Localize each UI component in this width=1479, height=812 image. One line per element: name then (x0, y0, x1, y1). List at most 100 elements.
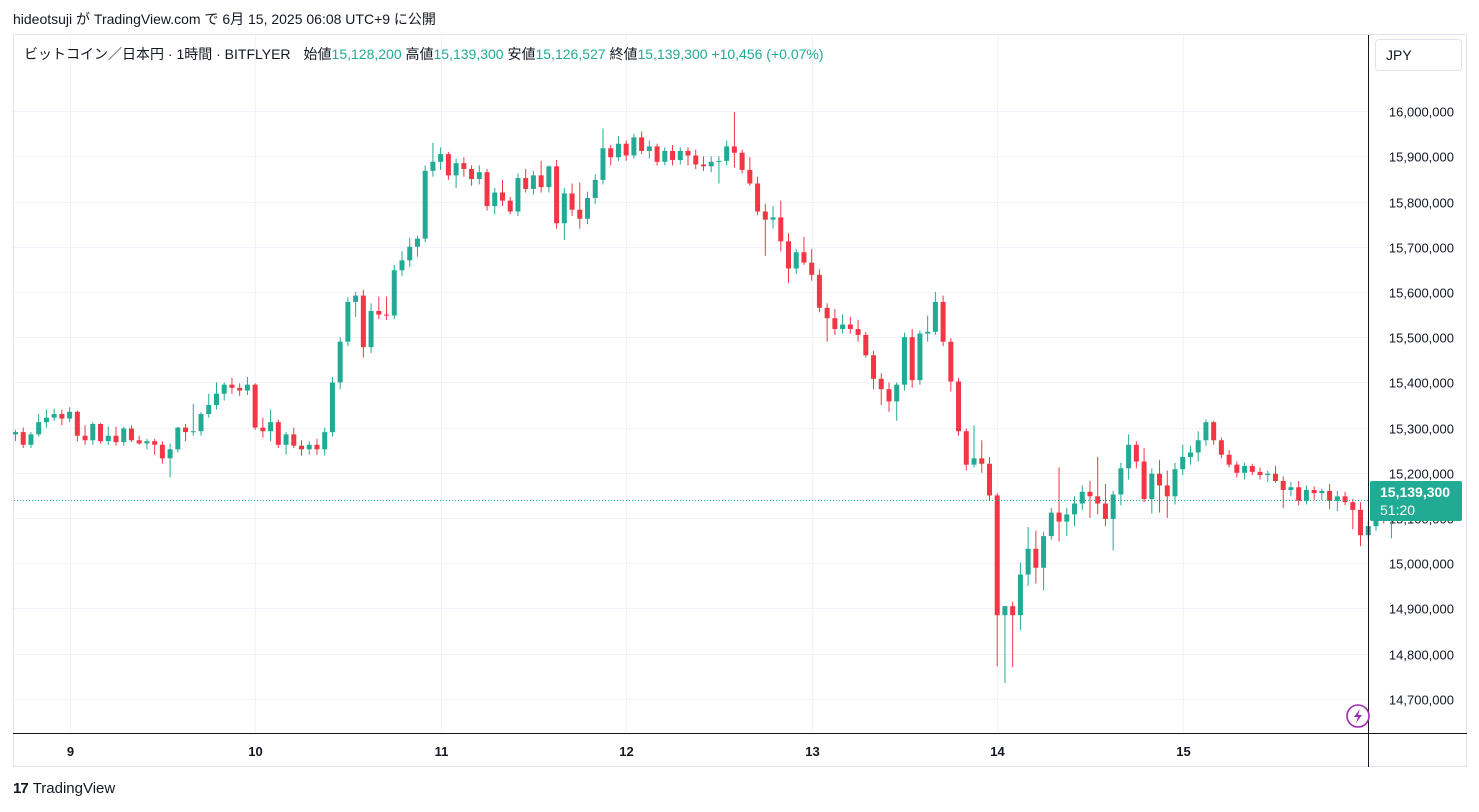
candle-body (476, 172, 482, 179)
currency-button[interactable]: JPY (1375, 39, 1462, 71)
candle-body (1056, 512, 1062, 522)
candle-body (1288, 487, 1294, 490)
candle-body (314, 444, 320, 450)
candle (1358, 502, 1364, 547)
price-tick-label: 15,500,000 (1389, 331, 1454, 346)
candle (755, 176, 761, 216)
chart-frame[interactable] (13, 34, 1467, 767)
candle-body (561, 193, 567, 224)
candle (1072, 496, 1078, 527)
candle-body (51, 414, 57, 418)
candle (739, 149, 745, 174)
candle-body (28, 434, 34, 445)
candle-body (67, 411, 73, 419)
candle-body (36, 422, 42, 435)
candle (414, 235, 420, 257)
candle-body (685, 150, 691, 156)
candle (824, 303, 830, 342)
candle (469, 165, 475, 186)
candle-body (1280, 480, 1286, 490)
candle (445, 151, 451, 180)
candle-body (824, 307, 830, 319)
candle (1064, 508, 1070, 537)
candle (979, 440, 985, 473)
candle (986, 456, 992, 501)
candle-body (909, 337, 915, 381)
candle-body (994, 495, 1000, 616)
candle-body (1226, 454, 1232, 465)
candle-body (1149, 473, 1155, 500)
candle-body (948, 341, 954, 382)
candle (654, 143, 660, 166)
candle (391, 264, 397, 320)
candle-body (121, 428, 127, 443)
candle (190, 404, 196, 436)
candle (1110, 490, 1116, 551)
candle (615, 136, 621, 161)
candle (809, 249, 815, 281)
candle-body (1172, 469, 1178, 497)
candle-body (445, 154, 451, 176)
candle (994, 493, 1000, 667)
candle (956, 377, 962, 436)
candle-body (1118, 468, 1124, 495)
candle (1288, 481, 1294, 497)
tradingview-logo[interactable]: 17 TradingView (13, 780, 115, 797)
chart-legend: ビットコイン／日本円 · 1時間 · BITFLYER 始値15,128,200 … (24, 44, 824, 64)
candle-body (1327, 490, 1333, 501)
candle (855, 320, 861, 342)
candle-body (569, 193, 575, 210)
candle-body (237, 387, 243, 391)
candle (608, 145, 614, 166)
candle (886, 382, 892, 412)
candle-body (283, 434, 289, 445)
candle (376, 296, 382, 320)
candle-body (1126, 444, 1132, 469)
candle-body (1002, 606, 1008, 616)
legend-symbol[interactable]: ビットコイン／日本円 · 1時間 · BITFLYER (24, 46, 291, 62)
candle-body (762, 211, 768, 220)
candle-body (175, 427, 181, 450)
candle-body (1342, 496, 1348, 503)
candle-body (1072, 503, 1078, 515)
candle-body (847, 324, 853, 330)
candle (786, 233, 791, 283)
candle (1265, 470, 1271, 482)
candle (175, 426, 181, 453)
candle-body (585, 197, 591, 219)
candle-body (662, 150, 668, 162)
candle (167, 443, 173, 478)
candle (252, 383, 258, 430)
candle (646, 140, 652, 159)
candle-body (700, 164, 706, 167)
candle (662, 147, 668, 166)
candle (329, 376, 335, 437)
legend-low-value: 15,126,527 (535, 46, 606, 62)
price-tick-label: 15,300,000 (1389, 422, 1454, 437)
candle (1350, 499, 1356, 530)
candle (484, 169, 490, 211)
candle (13, 429, 18, 442)
candle-body (260, 427, 266, 432)
candle-body (82, 435, 88, 441)
candle-body (615, 143, 621, 158)
candle-body (886, 389, 892, 402)
candle (639, 131, 645, 155)
candle (592, 174, 598, 204)
candle (577, 182, 583, 229)
candle-body (894, 384, 900, 402)
candle-body (345, 301, 351, 342)
legend-open-value: 15,128,200 (331, 46, 402, 62)
legend-close-label: 終値 (609, 46, 638, 62)
candle-body (523, 178, 529, 189)
candle (43, 409, 49, 428)
candle-body (353, 295, 359, 302)
candle (20, 427, 26, 448)
legend-high-label: 高値 (405, 46, 434, 62)
candle-body (530, 175, 536, 189)
candle (399, 251, 405, 277)
lightning-bolt-icon[interactable] (1346, 704, 1370, 728)
candle-body (623, 143, 629, 156)
candle (368, 303, 374, 354)
